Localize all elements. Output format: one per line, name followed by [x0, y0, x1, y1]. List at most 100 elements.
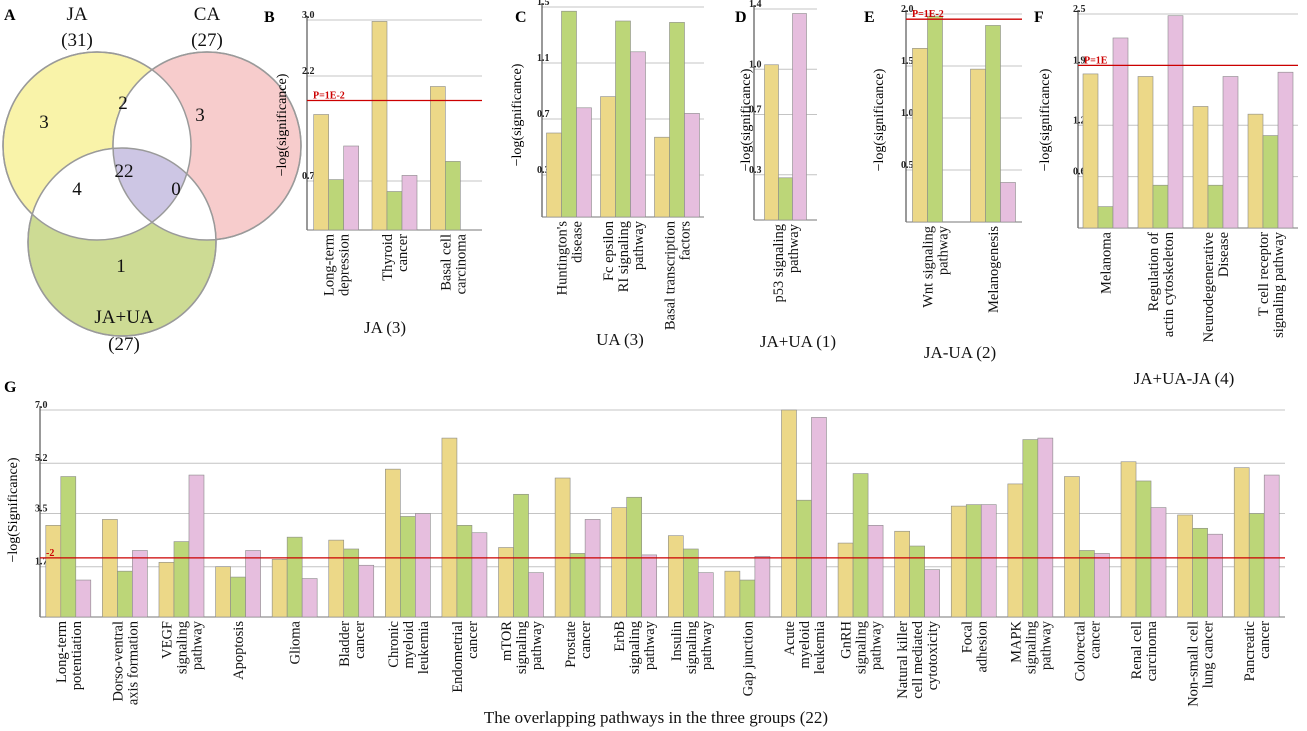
category-label-g: Pancreatic — [1242, 621, 1258, 681]
tick-label-e: 2.0 — [901, 4, 914, 15]
bar-b — [313, 114, 329, 231]
venn-count-ca-ua: 0 — [171, 179, 181, 200]
y-axis-title-c: −log(significance) — [510, 63, 525, 166]
venn-set-name: JA+UA — [94, 307, 154, 328]
bar-d — [792, 13, 807, 221]
venn-count-ua-only: 1 — [116, 256, 126, 277]
bar-g — [781, 409, 797, 618]
category-label-g: lung cancer — [1201, 621, 1217, 688]
bar-g — [924, 569, 940, 618]
bar-g — [569, 553, 586, 618]
tick-label-f: 0.6 — [1073, 167, 1086, 178]
bar-g — [1150, 507, 1167, 618]
category-label-c: Basal transcription — [663, 220, 679, 330]
category-label-e: pathway — [936, 225, 952, 275]
bar-c — [615, 20, 631, 218]
bar-g — [75, 579, 92, 618]
category-label-f: actin cytoskeleton — [1161, 231, 1177, 337]
venn-count-ja-ua: 4 — [72, 179, 82, 200]
category-label-g: signaling — [627, 621, 643, 674]
bar-f — [1262, 135, 1279, 229]
bar-g — [230, 576, 246, 618]
bar-f — [1152, 184, 1169, 229]
bar-g — [852, 473, 869, 618]
bar-f — [1277, 71, 1294, 229]
category-label-g: GnRH — [839, 620, 855, 658]
bar-g — [385, 468, 401, 618]
tick-label-b: 0.7 — [302, 171, 315, 182]
category-label-g: pathway — [189, 620, 205, 670]
category-label-g: myeloid — [401, 620, 417, 668]
tick-label-d: 1.4 — [749, 0, 762, 10]
bar-g — [245, 550, 261, 618]
venn-outline-ca — [112, 51, 302, 241]
category-label-f: Melanoma — [1099, 231, 1115, 294]
tick-label-g: 7.0 — [35, 400, 48, 411]
panel-letter-b: B — [264, 9, 275, 26]
y-axis-title-b: −log(significance) — [275, 73, 290, 176]
category-label-g: pathway — [1038, 620, 1054, 670]
bar-g — [471, 532, 488, 618]
category-label-g: cell mediated — [910, 620, 926, 698]
bar-g — [158, 561, 175, 618]
tick-label-d: 0.7 — [749, 105, 762, 116]
category-label-g: signaling — [514, 621, 530, 674]
threshold-label-g: -2 — [46, 548, 54, 559]
tick-label-d: 1.0 — [749, 59, 762, 70]
panel-letter-e: E — [864, 9, 875, 26]
category-label-b: Basal cell — [438, 234, 454, 291]
bar-c — [600, 96, 616, 218]
bar-b — [445, 161, 461, 231]
panel-letter-d: D — [735, 9, 747, 26]
bar-g — [697, 572, 714, 618]
bar-g — [271, 559, 288, 618]
category-label-g: ErbB — [612, 621, 628, 652]
bar-g — [60, 476, 77, 618]
category-label-g: pathway — [699, 620, 715, 670]
bar-g — [1177, 514, 1193, 618]
bar-f — [1192, 106, 1209, 229]
category-label-g: Apoptosis — [231, 621, 247, 680]
bar-g — [554, 477, 571, 618]
venn-center-fill — [113, 148, 191, 240]
bar-g — [1263, 474, 1280, 618]
bar-g — [1233, 467, 1250, 618]
tick-label-b: 2.2 — [302, 66, 315, 77]
bar-g — [456, 525, 473, 618]
bar-g — [980, 504, 997, 618]
category-label-e: Wnt signaling — [921, 226, 937, 308]
category-label-g: signaling — [684, 621, 700, 674]
category-label-c: Huntington's — [555, 221, 571, 296]
venn-set-count: (31) — [61, 30, 93, 51]
y-axis-title-f: −log(significance) — [1038, 68, 1053, 171]
category-label-g: Insulin — [669, 620, 685, 661]
category-label-c: pathway — [631, 220, 647, 270]
bar-g — [1022, 439, 1039, 618]
tick-label-e: 1.0 — [901, 108, 914, 119]
bar-f — [1097, 206, 1114, 229]
bar-f — [1167, 15, 1184, 229]
category-label-g: MAPK — [1008, 620, 1024, 662]
category-label-g: cancer — [1087, 621, 1103, 659]
bar-g — [173, 541, 190, 618]
category-label-f: Regulation of — [1146, 232, 1162, 312]
category-label-g: potentiation — [69, 620, 85, 690]
category-label-f: Disease — [1216, 232, 1232, 277]
category-label-g: pathway — [642, 620, 658, 670]
bar-b — [343, 145, 359, 231]
bar-g — [441, 437, 458, 618]
bar-c — [654, 136, 670, 218]
bar-g — [400, 516, 416, 618]
threshold-label-b: P=1E-2 — [313, 91, 345, 102]
bar-g — [343, 548, 360, 618]
venn-set-count: (27) — [108, 334, 140, 355]
category-label-g: Long-term — [54, 620, 70, 683]
threshold-label-f: P=1E — [1084, 55, 1108, 66]
venn-count-ca-only: 3 — [195, 105, 205, 126]
bar-g — [513, 493, 529, 618]
category-label-g: cancer — [578, 621, 594, 659]
category-label-g: Chronic — [386, 621, 402, 668]
bar-c — [669, 22, 685, 218]
x-axis-title-b: JA (3) — [364, 318, 406, 337]
bar-g — [1007, 483, 1024, 618]
